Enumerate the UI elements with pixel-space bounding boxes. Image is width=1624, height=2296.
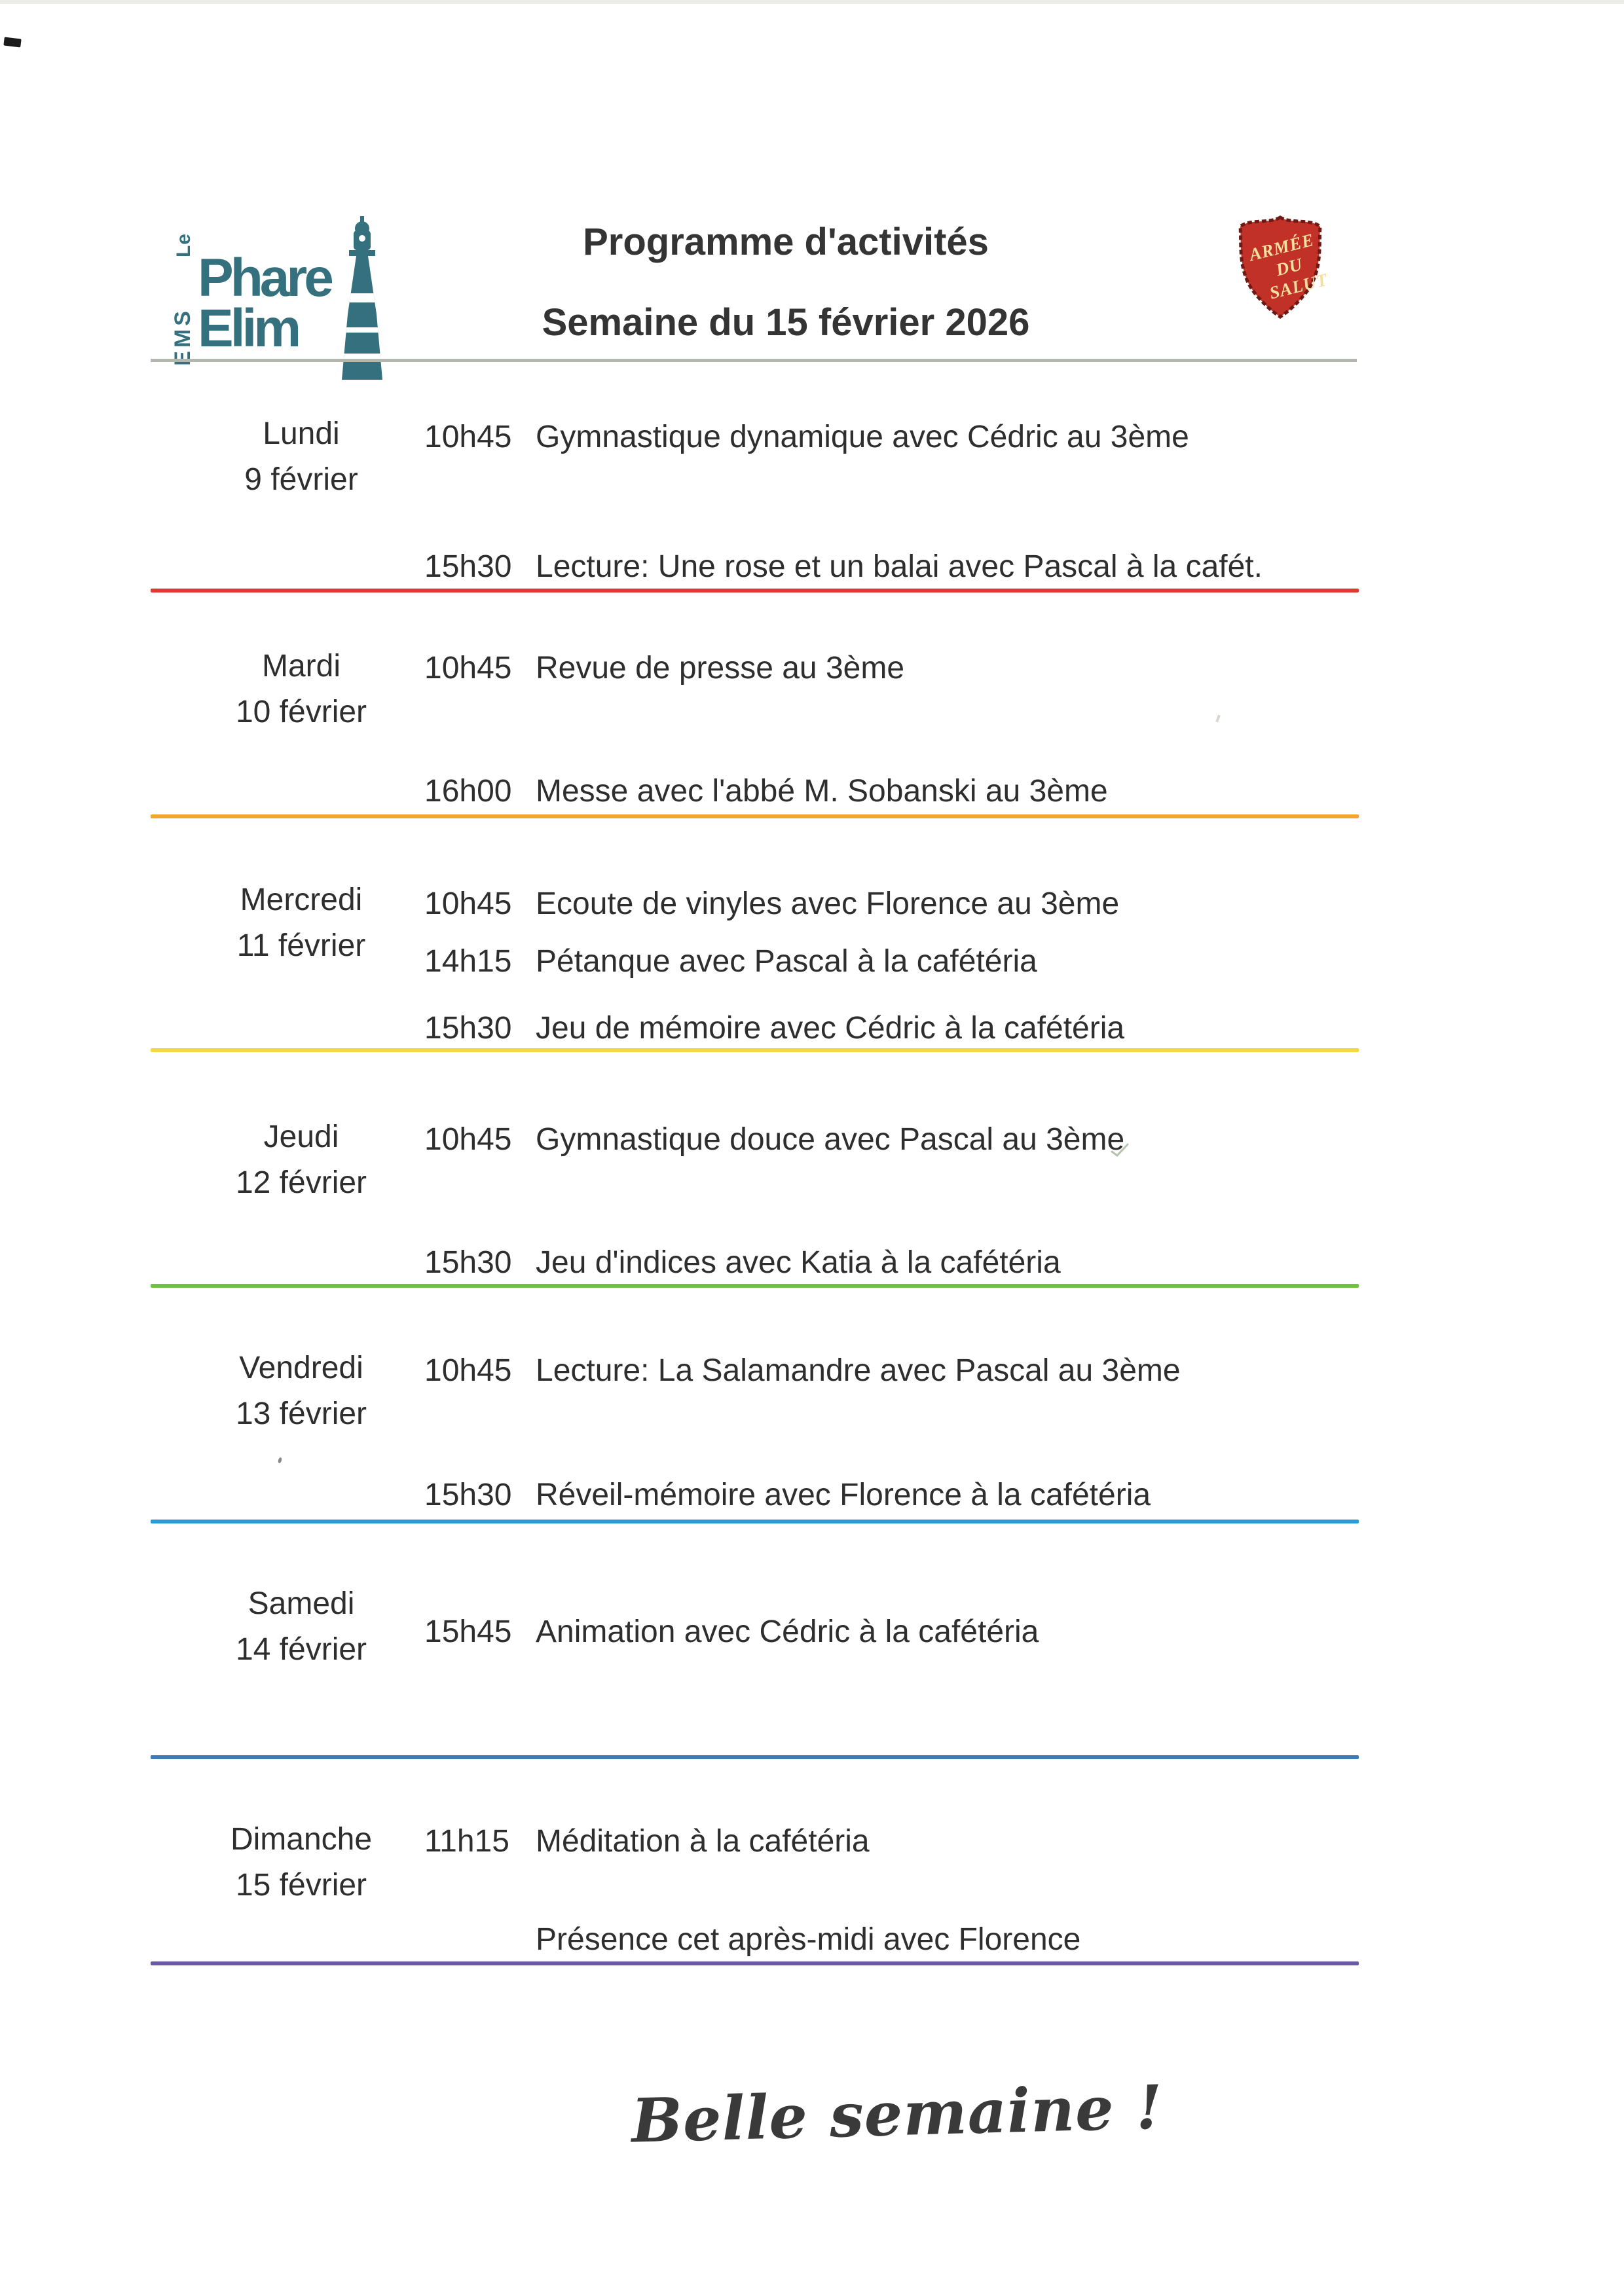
activity-text: Lecture: La Salamandre avec Pascal au 3è… [536,1353,1181,1388]
day-separator-line [151,1755,1359,1759]
day-label: Samedi 14 février [183,1581,419,1672]
activity-entry: 10h45 Ecoute de vinyles avec Florence au… [424,886,1119,922]
logo-le-text: Le [173,233,194,258]
day-separator-line [151,1284,1359,1288]
scan-artifact [3,37,22,48]
footer-greeting: Belle semaine ! [630,2071,1164,2157]
activity-entry: 10h45 Gymnastique douce avec Pascal au 3… [424,1121,1124,1157]
scan-artifact [1111,1143,1129,1157]
day-name: Lundi [263,416,340,451]
day-row-vendredi: Vendredi 13 février 10h45 Lecture: La Sa… [0,1288,1624,1523]
day-date: 14 février [235,1631,367,1667]
activity-text: Réveil-mémoire avec Florence à la cafété… [536,1478,1151,1512]
activity-time: 16h00 [424,774,512,809]
header-divider [151,359,1357,362]
activity-entry: 10h45 Gymnastique dynamique avec Cédric … [424,419,1189,455]
activity-entry: 11h15 Méditation à la cafétéria [424,1823,870,1859]
day-row-mardi: Mardi 10 février 10h45 Revue de presse a… [0,592,1624,818]
day-name: Mardi [261,649,341,683]
activity-entry: 15h30 Jeu d'indices avec Katia à la café… [424,1245,1061,1281]
activity-entry: 15h30 Réveil-mémoire avec Florence à la … [424,1477,1151,1513]
day-row-dimanche: Dimanche 15 février 11h15 Méditation à l… [0,1759,1624,1965]
day-name: Vendredi [239,1351,363,1385]
activity-time: 15h30 [424,1478,512,1512]
day-name: Samedi [248,1586,355,1621]
activity-entry: 10h45 Revue de presse au 3ème [424,650,904,686]
day-row-lundi: Lundi 9 février 10h45 Gymnastique dynami… [0,363,1624,592]
title-line-1: Programme d'activités [583,221,989,263]
day-date: 15 février [235,1867,367,1903]
activity-time: 11h15 [424,1824,509,1859]
phare-elim-logo: Le EMS Phare Elim [170,215,394,384]
activity-entry: 15h30 Lecture: Une rose et un balai avec… [424,549,1263,585]
activity-time [424,1922,536,1958]
day-name: Mercredi [240,883,363,917]
day-name: Jeudi [263,1120,339,1154]
document-title: Programme d'activités Semaine du 15 févr… [537,220,1035,344]
day-separator-line [151,589,1359,592]
day-separator-line [151,814,1359,818]
day-label: Mardi 10 février [183,644,419,735]
activity-entry: 15h30 Jeu de mémoire avec Cédric à la ca… [424,1010,1124,1046]
activity-time: 10h45 [424,651,512,685]
day-label: Jeudi 12 février [183,1114,419,1205]
scan-edge-artifact [0,0,1624,4]
activity-text: Messe avec l'abbé M. Sobanski au 3ème [536,774,1108,809]
activity-text: Ecoute de vinyles avec Florence au 3ème [536,886,1120,921]
activity-entry: 14h15 Pétanque avec Pascal à la cafétéri… [424,943,1037,979]
activity-time: 10h45 [424,886,512,921]
day-separator-line [151,1048,1359,1052]
lighthouse-icon [342,216,382,380]
day-label: Vendredi 13 février [183,1345,419,1436]
activity-time: 15h30 [424,1245,512,1280]
day-name: Dimanche [230,1822,373,1857]
activity-text: Gymnastique douce avec Pascal au 3ème [536,1122,1125,1157]
day-date: 9 février [244,462,358,497]
activity-time: 14h15 [424,944,512,979]
activity-time: 15h30 [424,549,512,584]
day-row-samedi: Samedi 14 février 15h45 Animation avec C… [0,1523,1624,1759]
activity-entry: Présence cet après-midi avec Florence [424,1922,1080,1958]
activity-time: 15h30 [424,1011,512,1046]
activity-time: 15h45 [424,1614,512,1649]
activity-time: 10h45 [424,1353,512,1388]
activity-entry: 10h45 Lecture: La Salamandre avec Pascal… [424,1353,1181,1389]
activity-entry: 16h00 Messe avec l'abbé M. Sobanski au 3… [424,773,1108,809]
logo-ems-text: EMS [170,308,195,366]
day-separator-line [151,1961,1359,1965]
day-label: Dimanche 15 février [183,1817,419,1908]
activity-text: Animation avec Cédric à la cafétéria [536,1614,1039,1649]
activity-text: Pétanque avec Pascal à la cafétéria [536,944,1037,979]
activity-text: Méditation à la cafétéria [536,1824,870,1859]
activity-time: 10h45 [424,420,512,454]
activity-text: Jeu d'indices avec Katia à la cafétéria [536,1245,1061,1280]
logo-wordmark: Phare Elim [198,248,334,359]
activity-text: Jeu de mémoire avec Cédric à la cafétéri… [536,1011,1125,1046]
activity-time: 10h45 [424,1122,512,1157]
activity-entry: 15h45 Animation avec Cédric à la cafétér… [424,1614,1039,1650]
activity-text: Gymnastique dynamique avec Cédric au 3èm… [536,420,1189,454]
activity-text: Revue de presse au 3ème [536,651,905,685]
title-line-2: Semaine du 15 février 2026 [542,301,1030,344]
day-row-mercredi: Mercredi 11 février 10h45 Ecoute de viny… [0,818,1624,1052]
logo-word-phare: Phare [198,248,334,308]
day-date: 10 février [235,694,367,729]
day-separator-line [151,1520,1359,1523]
armee-du-salut-shield-icon: ARMÉE DU SALUT [1238,215,1330,319]
day-date: 12 février [235,1165,367,1200]
day-label: Lundi 9 février [183,411,419,502]
activity-text: Présence cet après-midi avec Florence [536,1922,1081,1957]
day-date: 13 février [235,1396,367,1431]
logo-word-elim: Elim [198,299,301,359]
day-date: 11 février [236,928,366,963]
activity-text: Lecture: Une rose et un balai avec Pasca… [536,549,1263,584]
day-label: Mercredi 11 février [183,877,419,968]
day-row-jeudi: Jeudi 12 février 10h45 Gymnastique douce… [0,1052,1624,1288]
